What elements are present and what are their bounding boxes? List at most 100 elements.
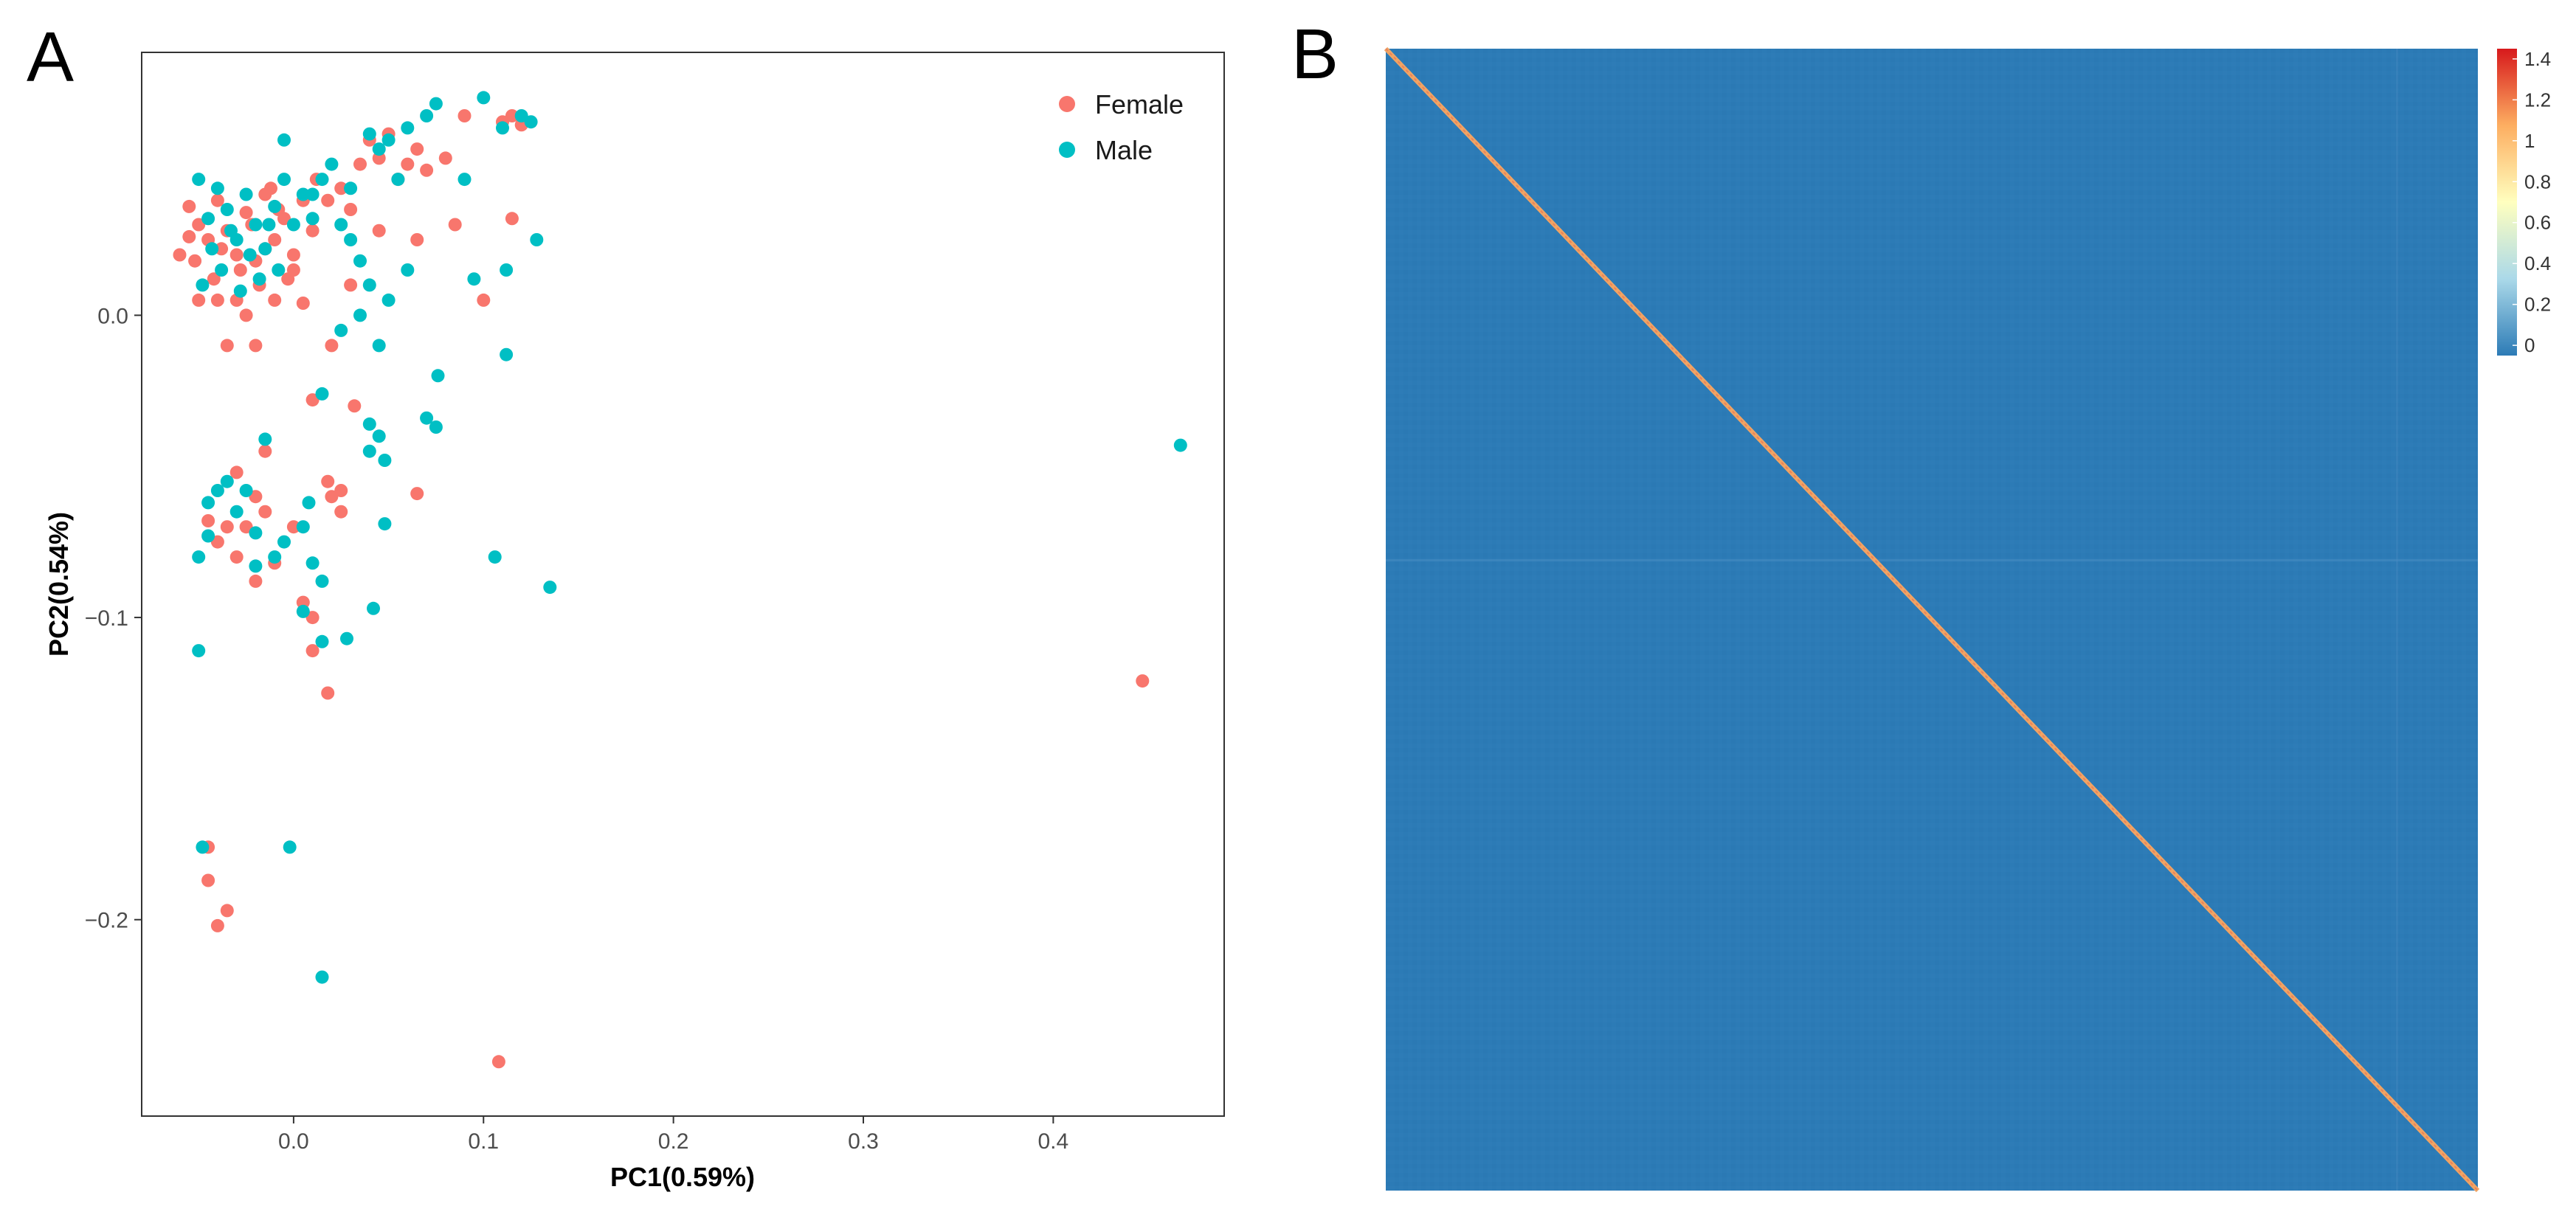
male-point <box>500 347 514 361</box>
legend-male-key <box>1059 142 1075 158</box>
male-point <box>429 97 443 111</box>
female-point <box>233 263 247 277</box>
male-point <box>381 133 396 147</box>
male-point <box>192 173 206 187</box>
male-point <box>420 411 434 425</box>
x-tick-label: 0.0 <box>278 1129 309 1154</box>
female-point <box>372 151 386 165</box>
female-point <box>410 487 424 501</box>
female-point <box>401 157 415 171</box>
y-axis-label: PC2(0.54%) <box>44 512 74 657</box>
female-point <box>220 339 234 353</box>
male-point <box>201 529 215 543</box>
male-point <box>229 505 244 519</box>
female-point <box>173 248 187 262</box>
female-point <box>249 339 263 353</box>
male-point <box>467 272 481 286</box>
male-point <box>429 420 443 434</box>
male-point <box>315 634 329 648</box>
male-point <box>362 417 376 431</box>
female-point <box>239 520 253 534</box>
male-point <box>362 278 376 292</box>
female-point <box>305 393 320 407</box>
female-point <box>321 193 335 207</box>
female-point <box>229 248 244 262</box>
y-axis-ticks: 0.0 −0.1 −0.2 <box>85 304 142 933</box>
male-point <box>496 121 509 135</box>
y-tick-label: 0.0 <box>97 304 128 328</box>
heatmap-panel: 1.4 1.2 1 0.8 0.6 0.4 0.2 0 <box>1384 46 2551 1193</box>
male-point <box>196 278 210 292</box>
female-point <box>296 595 310 609</box>
female-point <box>325 339 339 353</box>
female-point <box>344 203 358 216</box>
legend-female-label: Female <box>1095 89 1184 120</box>
female-point <box>305 644 320 658</box>
x-tick-label: 0.1 <box>468 1129 499 1154</box>
male-point <box>315 387 329 401</box>
male-point <box>286 218 300 232</box>
female-point <box>220 520 234 534</box>
female-point <box>201 873 215 887</box>
male-point <box>305 212 320 226</box>
male-point <box>362 444 376 458</box>
male-point <box>296 520 310 534</box>
male-point <box>258 432 272 446</box>
female-point <box>286 248 300 262</box>
female-point <box>210 918 224 932</box>
male-point <box>315 173 329 187</box>
female-point <box>182 229 196 243</box>
female-point <box>334 181 348 195</box>
male-point <box>201 212 215 226</box>
male-point <box>272 263 286 277</box>
female-point <box>353 157 367 171</box>
male-point <box>340 631 353 645</box>
heatmap-faint-column <box>2396 49 2398 1191</box>
male-point <box>391 173 405 187</box>
male-point <box>367 601 380 615</box>
male-point <box>530 233 544 246</box>
female-point <box>264 181 277 195</box>
scatter-points <box>173 91 1187 1069</box>
female-point <box>268 293 282 307</box>
female-point <box>410 233 424 246</box>
female-point <box>420 163 434 177</box>
female-point <box>220 904 234 918</box>
panel-letter-b: B <box>1291 15 1339 94</box>
male-point <box>372 429 386 443</box>
male-point <box>524 115 538 129</box>
colorbar-tick-label: 1.2 <box>2524 89 2551 111</box>
female-point <box>321 474 335 488</box>
female-point <box>239 308 253 322</box>
male-point <box>305 556 320 570</box>
male-point <box>488 550 502 564</box>
male-point <box>378 517 392 531</box>
male-point <box>315 970 329 984</box>
male-point <box>196 840 210 854</box>
female-point <box>286 263 300 277</box>
female-point <box>1136 674 1150 688</box>
male-point <box>315 574 329 588</box>
male-point <box>344 181 358 195</box>
male-point <box>283 840 297 854</box>
female-point <box>258 505 272 519</box>
male-point <box>334 323 348 337</box>
colorbar-tick-label: 0.2 <box>2524 294 2551 316</box>
female-point <box>207 272 221 286</box>
colorbar-tick-label: 0.8 <box>2524 170 2551 193</box>
male-point <box>296 604 310 618</box>
legend-male-label: Male <box>1095 135 1153 165</box>
male-point <box>215 263 229 277</box>
female-point <box>210 293 224 307</box>
female-point <box>201 514 215 527</box>
male-point <box>262 218 276 232</box>
plot-frame <box>141 52 1225 1117</box>
female-point <box>210 193 224 207</box>
female-point <box>321 686 335 700</box>
male-point <box>372 339 386 353</box>
female-point <box>210 535 224 549</box>
x-axis-ticks: 0.0 0.1 0.2 0.3 0.4 <box>278 1116 1068 1154</box>
female-point <box>372 224 386 238</box>
female-point <box>348 399 362 413</box>
